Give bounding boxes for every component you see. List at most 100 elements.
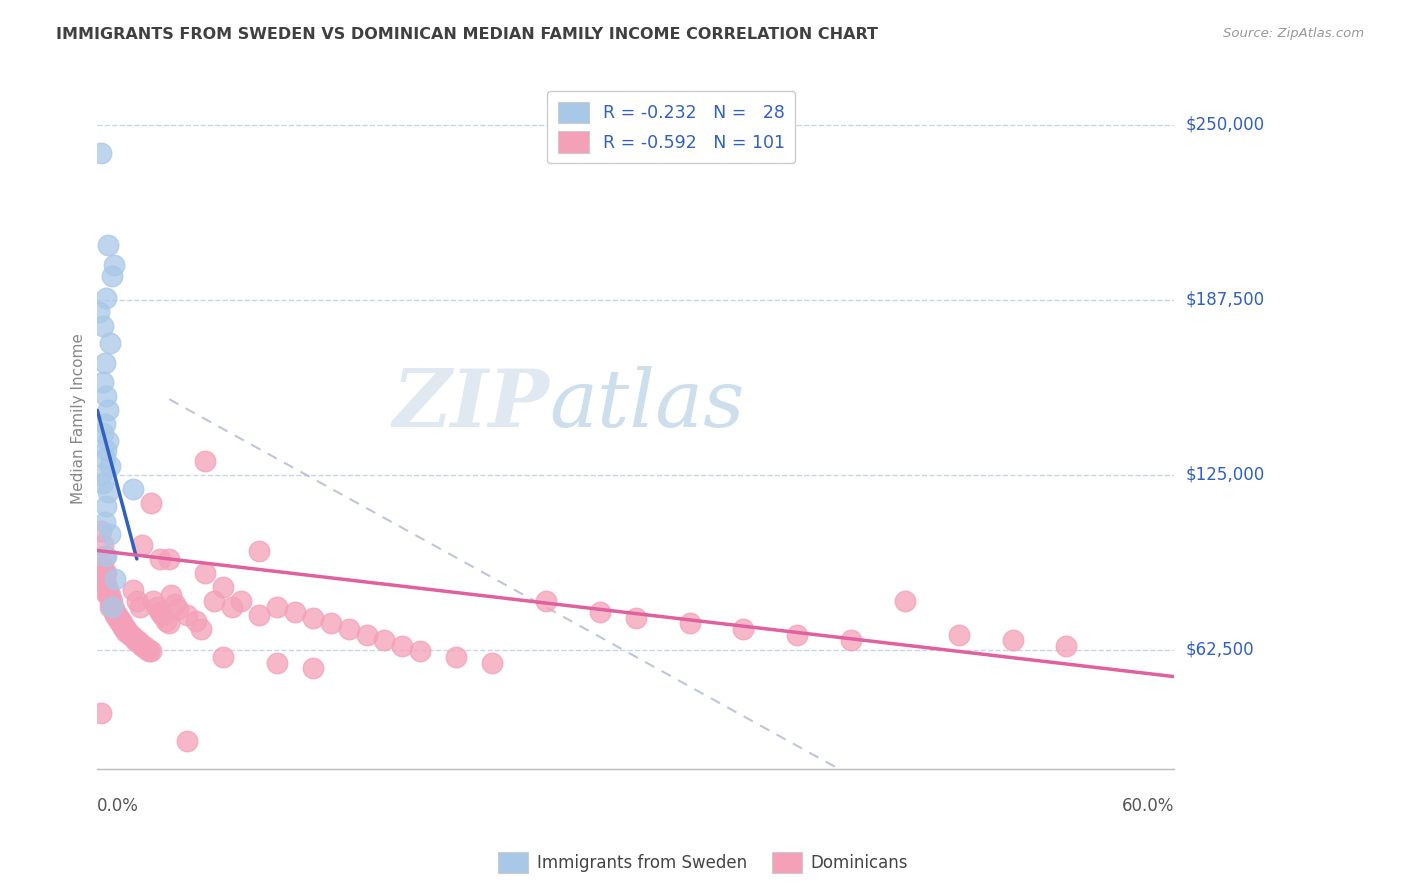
Point [96,566,118,580]
Point [117,624,139,639]
Point [110,616,132,631]
Point [90,524,112,538]
Point [90,706,112,720]
Point [91,319,114,334]
Point [105,607,128,622]
Point [93,572,115,586]
Point [229,594,252,608]
Point [112,622,135,636]
Point [105,611,128,625]
Point [100,599,122,614]
Point [155,614,177,628]
Point [247,607,270,622]
Point [157,616,180,631]
Point [141,496,163,510]
Point [839,633,862,648]
Point [356,627,378,641]
Point [733,622,755,636]
Point [122,582,145,597]
Point [534,594,557,608]
Point [100,268,122,283]
Point [176,607,198,622]
Point [125,633,148,648]
Point [108,611,131,625]
Point [98,459,121,474]
Point [118,627,141,641]
Point [1054,639,1077,653]
Point [194,454,217,468]
Point [93,356,115,370]
Point [111,616,134,631]
Point [247,543,270,558]
Point [176,734,198,748]
Point [98,594,121,608]
Point [97,434,120,449]
Point [125,594,148,608]
Point [678,616,700,631]
Point [97,588,120,602]
Text: $187,500: $187,500 [1185,291,1264,309]
Point [337,622,360,636]
Point [409,644,432,658]
Point [190,622,212,636]
Text: atlas: atlas [550,366,745,443]
Point [184,614,207,628]
Point [100,594,122,608]
Point [98,588,121,602]
Point [93,549,115,563]
Point [97,238,120,252]
Point [481,656,503,670]
Point [98,526,121,541]
Legend: Immigrants from Sweden, Dominicans: Immigrants from Sweden, Dominicans [492,846,914,880]
Point [91,560,114,574]
Point [202,594,225,608]
Point [138,644,160,658]
Point [131,639,153,653]
Point [124,633,146,648]
Text: ZIP: ZIP [392,366,550,443]
Point [136,641,159,656]
Point [112,619,135,633]
Point [391,639,413,653]
Point [145,599,167,614]
Point [129,599,152,614]
Point [90,467,112,482]
Point [786,627,808,641]
Text: IMMIGRANTS FROM SWEDEN VS DOMINICAN MEDIAN FAMILY INCOME CORRELATION CHART: IMMIGRANTS FROM SWEDEN VS DOMINICAN MEDI… [56,27,879,42]
Point [110,614,132,628]
Point [97,403,120,417]
Point [93,566,115,580]
Point [115,622,138,636]
Point [96,585,118,599]
Point [373,633,395,648]
Point [589,605,612,619]
Point [122,482,145,496]
Point [96,577,118,591]
Point [149,605,172,619]
Legend: R = -0.232   N =   28, R = -0.592   N = 101: R = -0.232 N = 28, R = -0.592 N = 101 [547,91,796,163]
Point [163,597,186,611]
Text: $62,500: $62,500 [1185,641,1254,659]
Point [98,599,121,614]
Point [221,599,243,614]
Point [132,639,155,653]
Point [91,538,114,552]
Point [104,605,127,619]
Point [96,291,118,305]
Point [301,611,323,625]
Point [624,611,647,625]
Point [98,336,121,351]
Point [1001,633,1024,648]
Point [266,599,288,614]
Point [96,389,118,403]
Text: Source: ZipAtlas.com: Source: ZipAtlas.com [1223,27,1364,40]
Point [103,602,125,616]
Text: 0.0%: 0.0% [97,797,139,815]
Point [131,538,153,552]
Point [129,636,152,650]
Point [91,476,114,491]
Point [266,656,288,670]
Point [446,650,468,665]
Point [194,566,217,580]
Point [90,145,112,160]
